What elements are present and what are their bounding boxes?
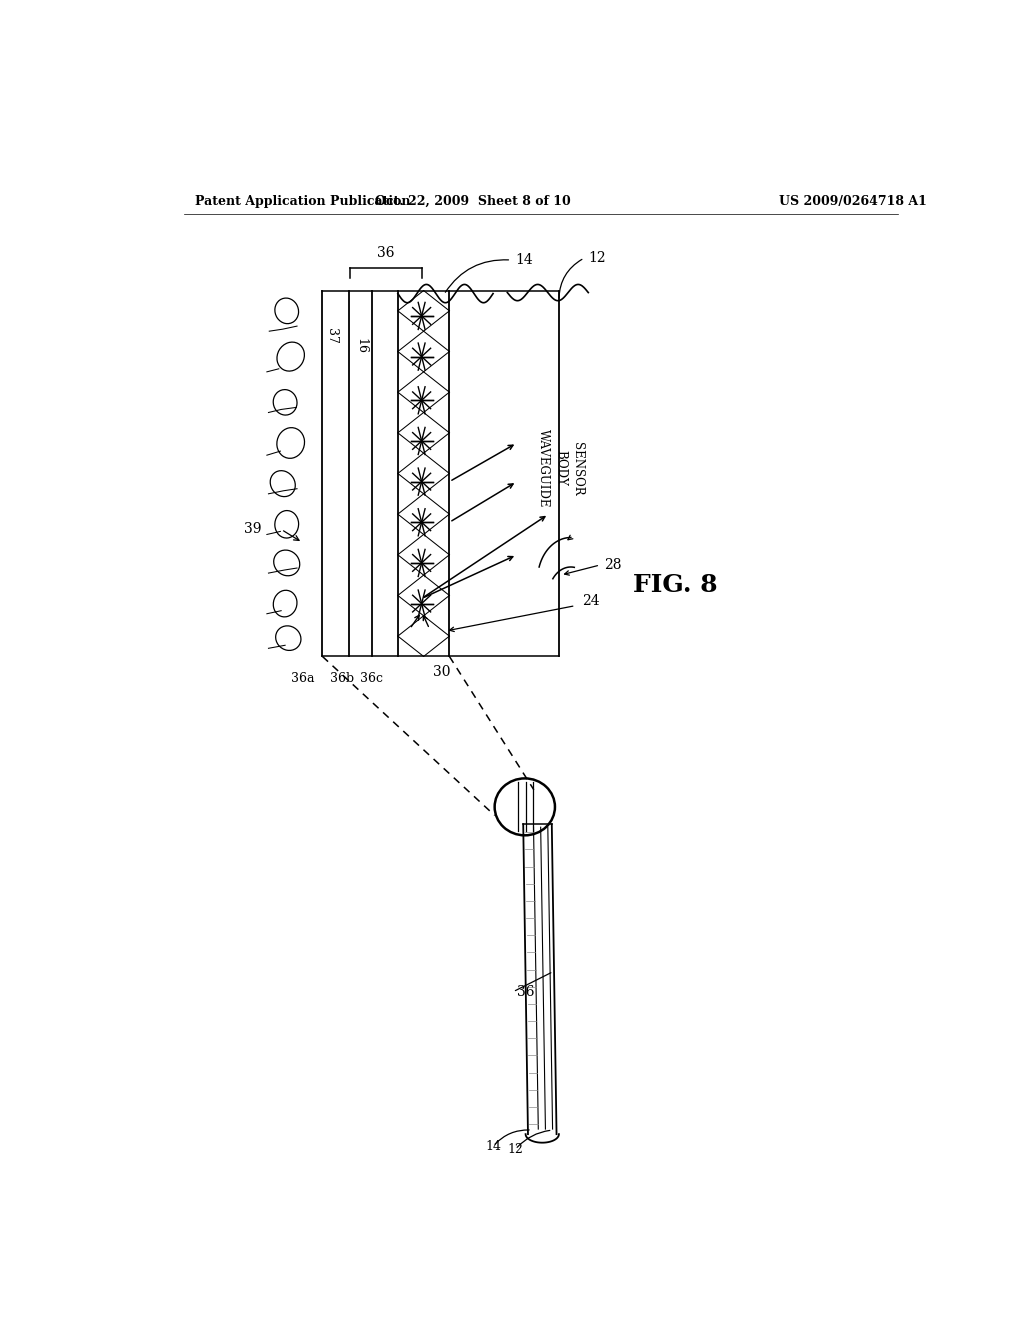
Text: 16: 16 xyxy=(354,338,367,355)
Text: 12: 12 xyxy=(507,1143,523,1156)
Text: 30: 30 xyxy=(433,664,451,678)
Text: 36b: 36b xyxy=(330,672,354,685)
Text: SENSOR
BODY
WAVEGUIDE: SENSOR BODY WAVEGUIDE xyxy=(537,429,584,508)
Text: US 2009/0264718 A1: US 2009/0264718 A1 xyxy=(778,194,927,207)
Text: 36: 36 xyxy=(377,246,394,260)
Text: 36c: 36c xyxy=(360,672,383,685)
Text: 12: 12 xyxy=(588,251,606,265)
Text: FIG. 8: FIG. 8 xyxy=(633,573,718,597)
Text: 24: 24 xyxy=(582,594,600,607)
Text: 37: 37 xyxy=(326,329,339,345)
Text: 39: 39 xyxy=(244,523,261,536)
Text: 14: 14 xyxy=(515,253,534,267)
Text: Oct. 22, 2009  Sheet 8 of 10: Oct. 22, 2009 Sheet 8 of 10 xyxy=(376,194,571,207)
Text: 28: 28 xyxy=(604,558,622,572)
Text: 14: 14 xyxy=(485,1140,501,1152)
Text: 36: 36 xyxy=(517,985,535,999)
Text: Patent Application Publication: Patent Application Publication xyxy=(196,194,411,207)
Text: 36a: 36a xyxy=(291,672,314,685)
